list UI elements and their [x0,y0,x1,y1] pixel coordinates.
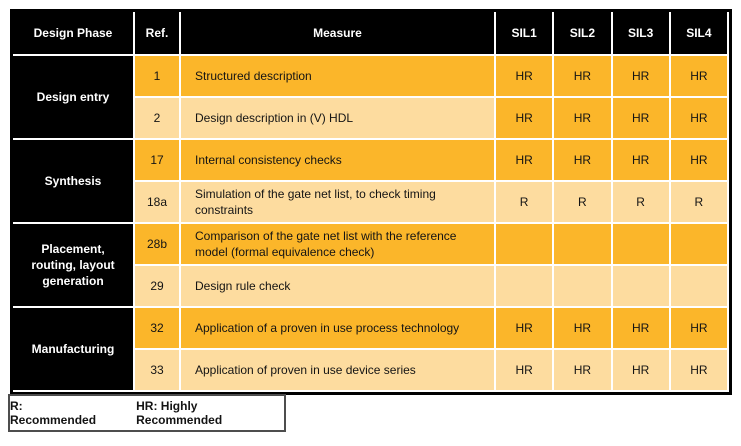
sil2-cell: HR [552,306,613,350]
sil4-cell: HR [668,96,730,140]
legend-recommended-label: R: Recommended [10,399,97,427]
header-row: Design Phase Ref. Measure SIL1 SIL2 SIL3… [13,12,730,56]
measure-cell: Application of proven in use device seri… [179,348,496,392]
column-header-sil3: SIL3 [610,12,671,56]
sil4-cell: R [668,180,730,224]
sil2-cell: HR [552,54,613,98]
column-header-ref: Ref. [133,12,181,56]
sil3-cell [610,222,671,266]
measure-cell: Application of a proven in use process t… [179,306,496,350]
sil4-cell: HR [668,306,730,350]
measure-cell: Comparison of the gate net list with the… [179,222,496,266]
ref-cell: 33 [134,348,181,392]
ref-cell: 32 [133,306,181,350]
ref-cell: 2 [134,96,181,140]
column-header-sil1: SIL1 [493,12,555,56]
sil2-cell: R [552,180,613,224]
sil4-cell [668,264,730,308]
column-header-measure: Measure [179,12,496,56]
sil1-cell: HR [493,348,555,392]
sil1-cell [493,222,555,266]
measure-cell: Simulation of the gate net list, to chec… [179,180,496,224]
sil3-cell: HR [610,306,671,350]
sil3-cell [610,264,671,308]
legend-box: R: Recommended HR: Highly Recommended [8,394,286,432]
phase-cell-placement-routing: Placement, routing, layout generation [13,222,135,308]
sil3-cell: HR [610,96,671,140]
sil1-cell: R [493,180,555,224]
sil2-cell [552,264,613,308]
measure-cell: Design rule check [179,264,496,308]
ref-cell: 17 [133,138,181,182]
ref-cell: 18a [134,180,181,224]
column-header-sil2: SIL2 [552,12,613,56]
phase-cell-manufacturing: Manufacturing [13,306,135,392]
sil2-cell: HR [552,348,613,392]
phase-cell-design-entry: Design entry [13,54,135,140]
table-row: 18a Simulation of the gate net list, to … [13,180,730,224]
sil2-cell: HR [552,96,613,140]
sil1-cell: HR [493,306,555,350]
table-row: Design entry 1 Structured description HR… [13,54,730,140]
sil-measures-table: Design Phase Ref. Measure SIL1 SIL2 SIL3… [13,12,730,392]
column-header-sil4: SIL4 [668,12,730,56]
column-header-design-phase: Design Phase [13,12,135,56]
table-row: Manufacturing 32 Application of a proven… [13,306,730,392]
sil1-cell: HR [493,96,555,140]
sil3-cell: HR [610,138,671,182]
measure-cell: Design description in (V) HDL [179,96,496,140]
legend-highly-recommended-label: HR: Highly Recommended [136,399,223,427]
sil2-cell: HR [552,138,613,182]
sil1-cell: HR [493,54,555,98]
measure-cell: Structured description [179,54,496,98]
sil4-cell: HR [668,138,730,182]
sil-measures-table-container: Design Phase Ref. Measure SIL1 SIL2 SIL3… [10,9,732,395]
table-row: 29 Design rule check [13,264,730,308]
ref-cell: 28b [133,222,181,266]
ref-cell: 29 [134,264,181,308]
sil4-cell [668,222,730,266]
sil3-cell: HR [610,54,671,98]
sil3-cell: R [610,180,671,224]
ref-cell: 1 [133,54,181,98]
sil3-cell: HR [610,348,671,392]
measure-cell: Internal consistency checks [179,138,496,182]
table-row: Synthesis 17 Internal consistency checks… [13,138,730,224]
sil2-cell [552,222,613,266]
table-row: 2 Design description in (V) HDL HR HR HR… [13,96,730,140]
sil4-cell: HR [668,54,730,98]
table-row: 33 Application of proven in use device s… [13,348,730,392]
sil4-cell: HR [668,348,730,392]
sil1-cell: HR [493,138,555,182]
sil1-cell [493,264,555,308]
table-row: Placement, routing, layout generation 28… [13,222,730,308]
phase-cell-synthesis: Synthesis [13,138,135,224]
